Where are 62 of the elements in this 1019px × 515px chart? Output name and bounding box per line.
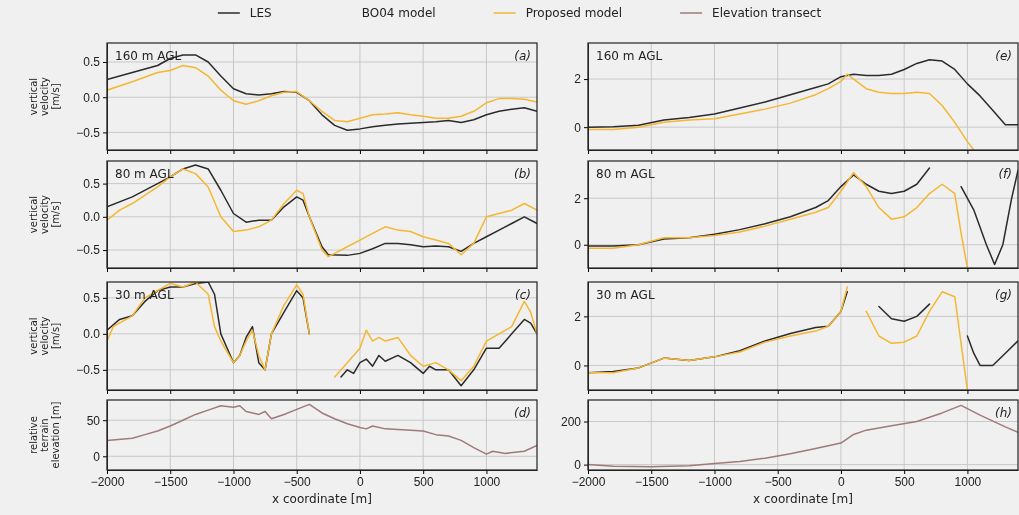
legend-label: Proposed model xyxy=(525,6,623,20)
y-tick-label: 0 xyxy=(574,238,582,253)
y-tick-label: 0.0 xyxy=(83,327,101,342)
annotation: 30 m AGL xyxy=(115,288,174,302)
y-tick-label: 0 xyxy=(574,120,582,135)
y-tick-label: 0 xyxy=(574,457,582,472)
y-tick-label: −0.5 xyxy=(76,243,101,258)
y-tick-label: 2 xyxy=(574,309,582,324)
y-axis-title: vertical velocity [m/s] xyxy=(28,194,61,235)
line-series xyxy=(588,73,975,150)
x-tick-label: −1500 xyxy=(153,474,188,489)
legend-label: Elevation transect xyxy=(712,6,822,20)
y-axis-title: relative terrain elevation [m] xyxy=(28,401,61,469)
y-tick-label: 2 xyxy=(574,191,582,206)
annotation: (c) xyxy=(515,288,531,302)
annotation: (d) xyxy=(514,406,531,420)
annotation: 30 m AGL xyxy=(596,288,655,302)
annotation: (g) xyxy=(995,288,1012,302)
x-tick-label: −1500 xyxy=(634,474,669,489)
line-series xyxy=(588,404,1018,468)
x-tick-label: −1000 xyxy=(217,474,252,489)
x-tick-label: 0 xyxy=(838,474,846,489)
annotation: (f) xyxy=(998,167,1012,181)
legend-label: LES xyxy=(249,6,272,20)
x-tick-label: −500 xyxy=(283,474,312,489)
y-tick-label: 0 xyxy=(93,449,101,464)
y-tick-label: 0.5 xyxy=(83,176,101,191)
x-tick-label: −2000 xyxy=(571,474,606,489)
x-tick-label: −1000 xyxy=(698,474,733,489)
x-axis-title: x coordinate [m] xyxy=(272,492,372,506)
y-tick-label: 50 xyxy=(86,413,101,428)
x-tick-label: 500 xyxy=(894,474,916,489)
line-series xyxy=(107,64,537,123)
x-tick-label: −2000 xyxy=(90,474,125,489)
y-axis-title: vertical velocity [m/s] xyxy=(28,316,61,356)
text: BO04 model xyxy=(361,6,436,20)
line-series xyxy=(588,171,969,268)
annotation: 80 m AGL xyxy=(596,167,655,181)
x-axis-title: x coordinate [m] xyxy=(753,492,853,506)
y-tick-label: 2 xyxy=(574,72,582,87)
y-axis-title: vertical velocity [m/s] xyxy=(28,76,61,117)
annotation: (h) xyxy=(995,406,1012,420)
x-tick-label: 0 xyxy=(357,474,365,489)
annotation: 80 m AGL xyxy=(115,167,174,181)
y-tick-label: 200 xyxy=(560,414,582,429)
x-tick-label: 1000 xyxy=(954,474,982,489)
x-tick-label: −500 xyxy=(764,474,793,489)
y-tick-label: 0.5 xyxy=(83,55,101,70)
annotation: (e) xyxy=(995,49,1012,63)
y-tick-label: −0.5 xyxy=(76,125,101,140)
x-tick-label: 1000 xyxy=(473,474,501,489)
line-series xyxy=(107,403,537,455)
annotation: 160 m AGL xyxy=(596,49,663,63)
y-tick-label: 0.5 xyxy=(83,291,101,306)
annotation: (a) xyxy=(514,49,531,63)
y-tick-label: −0.5 xyxy=(76,363,101,378)
annotation: 160 m AGL xyxy=(115,49,182,63)
x-tick-label: 500 xyxy=(413,474,435,489)
y-tick-label: 0.0 xyxy=(83,210,101,225)
annotation: (b) xyxy=(514,167,531,181)
y-tick-label: 0.0 xyxy=(83,90,101,105)
y-tick-label: 0 xyxy=(574,358,582,373)
